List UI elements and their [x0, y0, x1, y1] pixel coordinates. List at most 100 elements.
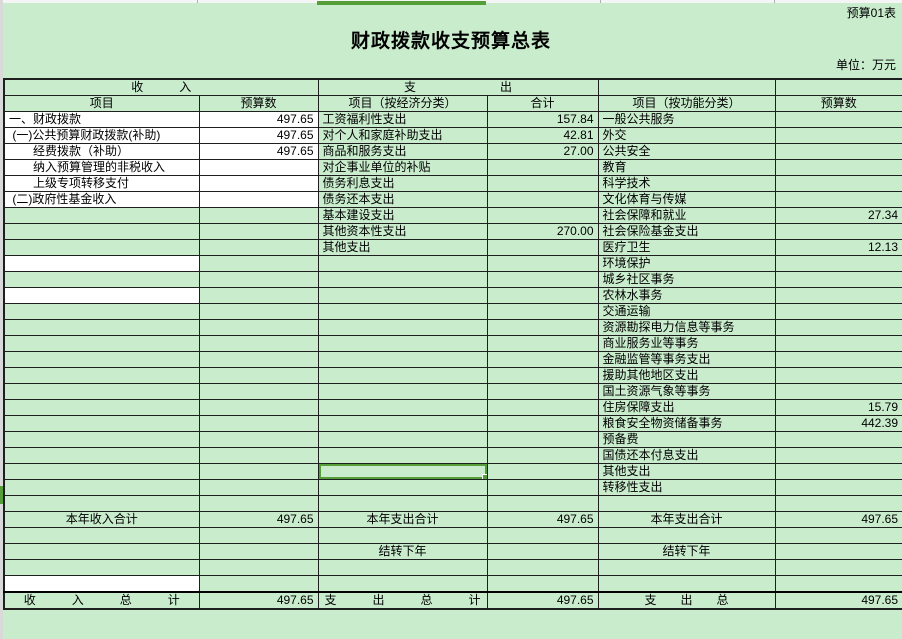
cell-r19-c3[interactable] — [317, 399, 488, 416]
cell-r16-c3[interactable] — [317, 351, 488, 368]
cell-r23-c5[interactable]: 其他支出 — [597, 463, 776, 480]
cell-r11-c4[interactable] — [486, 271, 599, 288]
cell-r4-c2[interactable] — [198, 159, 319, 176]
cell-r19-c6[interactable]: 15.79 — [774, 399, 902, 416]
cell-r6-c6[interactable] — [774, 191, 902, 208]
cell-r11-c2[interactable] — [198, 271, 319, 288]
cell-r7-c1[interactable] — [3, 207, 200, 224]
cell-r9-c3[interactable]: 其他支出 — [317, 239, 488, 256]
cell-r3-c3[interactable]: 商品和服务支出 — [317, 143, 488, 160]
cell-r8-c3[interactable]: 其他资本性支出 — [317, 223, 488, 240]
cell-r18-c1[interactable] — [3, 383, 200, 400]
cell-r6-c2[interactable] — [198, 191, 319, 208]
cell-r22-c4[interactable] — [486, 447, 599, 464]
cell-r22-c6[interactable] — [774, 447, 902, 464]
cell-r16-c2[interactable] — [198, 351, 319, 368]
cell-r15-c4[interactable] — [486, 335, 599, 352]
cell-r3-c6[interactable] — [774, 143, 902, 160]
cell-r14-c2[interactable] — [198, 319, 319, 336]
cell-r4-c1[interactable]: 纳入预算管理的非税收入 — [3, 159, 200, 176]
cell-r3-c2[interactable]: 497.65 — [198, 143, 319, 160]
cell-r8-c6[interactable] — [774, 223, 902, 240]
cell-r16-c5[interactable]: 金融监管等事务支出 — [597, 351, 776, 368]
cell-r9-c5[interactable]: 医疗卫生 — [597, 239, 776, 256]
cell-r13-c5[interactable]: 交通运输 — [597, 303, 776, 320]
cell-r24-c1[interactable] — [3, 479, 200, 496]
cell-r18-c5[interactable]: 国土资源气象等事务 — [597, 383, 776, 400]
cell-r29-c1[interactable] — [3, 559, 200, 576]
cell-r24-c2[interactable] — [198, 479, 319, 496]
cell-r21-c2[interactable] — [198, 431, 319, 448]
cell-r14-c1[interactable] — [3, 319, 200, 336]
cell-r5-c4[interactable] — [486, 175, 599, 192]
cell-r17-c2[interactable] — [198, 367, 319, 384]
cell-r16-c1[interactable] — [3, 351, 200, 368]
cell-r30-c6[interactable] — [774, 575, 902, 593]
cell-r26-c6[interactable]: 497.65 — [774, 511, 902, 528]
cell-r2-c2[interactable]: 497.65 — [198, 127, 319, 144]
header-economic-item[interactable]: 项目（按经济分类） — [317, 95, 488, 112]
cell-r19-c1[interactable] — [3, 399, 200, 416]
cell-r8-c4[interactable]: 270.00 — [486, 223, 599, 240]
cell-r10-c1[interactable] — [3, 255, 200, 272]
cell-r25-c1[interactable] — [3, 495, 200, 512]
cell-r3-c4[interactable]: 27.00 — [486, 143, 599, 160]
cell-r24-c6[interactable] — [774, 479, 902, 496]
cell-r8-c5[interactable]: 社会保险基金支出 — [597, 223, 776, 240]
cell-r10-c6[interactable] — [774, 255, 902, 272]
cell-r15-c2[interactable] — [198, 335, 319, 352]
cell-r14-c4[interactable] — [486, 319, 599, 336]
cell-r11-c6[interactable] — [774, 271, 902, 288]
cell-r1-c2[interactable]: 497.65 — [198, 111, 319, 128]
cell-r30-c1[interactable] — [3, 575, 200, 593]
cell-r27-c4[interactable] — [486, 527, 599, 544]
cell-r27-c3[interactable] — [317, 527, 488, 544]
cell-r15-c1[interactable] — [3, 335, 200, 352]
cell-r15-c6[interactable] — [774, 335, 902, 352]
cell-r29-c6[interactable] — [774, 559, 902, 576]
cell-r28-c2[interactable] — [198, 543, 319, 560]
header-income-item[interactable]: 项目 — [3, 95, 200, 112]
header-economic-total[interactable]: 合计 — [486, 95, 599, 112]
header-empty-1[interactable] — [597, 78, 776, 96]
cell-r11-c5[interactable]: 城乡社区事务 — [597, 271, 776, 288]
cell-r14-c3[interactable] — [317, 319, 488, 336]
cell-r4-c5[interactable]: 教育 — [597, 159, 776, 176]
cell-r24-c4[interactable] — [486, 479, 599, 496]
cell-r18-c2[interactable] — [198, 383, 319, 400]
cell-r29-c4[interactable] — [486, 559, 599, 576]
cell-r23-c4[interactable] — [486, 463, 599, 480]
cell-r28-c3[interactable]: 结转下年 — [317, 543, 488, 560]
cell-r23-c1[interactable] — [3, 463, 200, 480]
cell-r10-c4[interactable] — [486, 255, 599, 272]
cell-r22-c3[interactable] — [317, 447, 488, 464]
cell-r7-c6[interactable]: 27.34 — [774, 207, 902, 224]
cell-r1-c1[interactable]: 一、财政拨款 — [3, 111, 200, 128]
cell-r11-c3[interactable] — [317, 271, 488, 288]
cell-r23-c2[interactable] — [198, 463, 319, 480]
header-income-group[interactable]: 收 入 — [3, 78, 319, 96]
selected-cell-r23-c3[interactable] — [317, 463, 488, 480]
cell-r15-c5[interactable]: 商业服务业等事务 — [597, 335, 776, 352]
cell-r31-c5[interactable]: 支 出 总 — [597, 591, 776, 610]
cell-r31-c3[interactable]: 支 出 总 计 — [317, 591, 488, 610]
cell-r2-c4[interactable]: 42.81 — [486, 127, 599, 144]
cell-r18-c6[interactable] — [774, 383, 902, 400]
cell-r13-c1[interactable] — [3, 303, 200, 320]
cell-r17-c3[interactable] — [317, 367, 488, 384]
cell-r5-c3[interactable]: 债务利息支出 — [317, 175, 488, 192]
cell-r29-c5[interactable] — [597, 559, 776, 576]
cell-r1-c5[interactable]: 一般公共服务 — [597, 111, 776, 128]
cell-r14-c6[interactable] — [774, 319, 902, 336]
cell-r16-c6[interactable] — [774, 351, 902, 368]
cell-r2-c6[interactable] — [774, 127, 902, 144]
cell-r22-c2[interactable] — [198, 447, 319, 464]
cell-r24-c5[interactable]: 转移性支出 — [597, 479, 776, 496]
cell-r30-c4[interactable] — [486, 575, 599, 593]
cell-r2-c5[interactable]: 外交 — [597, 127, 776, 144]
cell-r20-c2[interactable] — [198, 415, 319, 432]
cell-r6-c5[interactable]: 文化体育与传媒 — [597, 191, 776, 208]
cell-r17-c6[interactable] — [774, 367, 902, 384]
cell-r12-c3[interactable] — [317, 287, 488, 304]
cell-r27-c6[interactable] — [774, 527, 902, 544]
